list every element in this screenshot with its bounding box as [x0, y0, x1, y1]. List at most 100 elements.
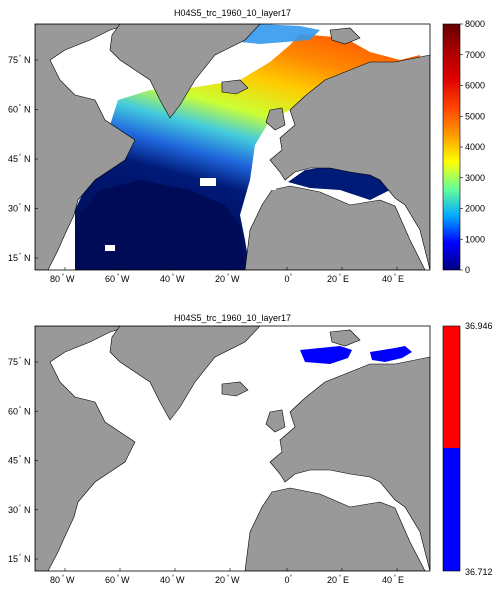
- p1-lon-degree: °: [394, 274, 397, 280]
- p2-lon-degree: °: [227, 575, 230, 581]
- map-panel-1: [35, 24, 430, 270]
- missing-cells-1: [105, 178, 276, 251]
- p1-lat-degree: °: [19, 105, 22, 111]
- africa: [244, 185, 426, 270]
- p1-lat-label: 45: [8, 154, 18, 164]
- africa-2: [244, 487, 426, 571]
- panel1-title: H04S5_trc_1960_10_layer17: [173, 8, 292, 18]
- p2-lon-label: 40: [382, 575, 392, 585]
- colorbar1-tick-label: 6000: [465, 81, 485, 91]
- colorbar1-tick-label: 8000: [465, 19, 485, 29]
- p2-lon-label: 80: [50, 575, 60, 585]
- p1-lon-degree: °: [117, 274, 120, 280]
- p1-lon-suffix: W: [176, 274, 185, 284]
- p2-lon-degree: °: [394, 575, 397, 581]
- p1-lon-label: 40: [160, 274, 170, 284]
- europe-2: [269, 356, 430, 571]
- p1-lon-label: 80: [50, 274, 60, 284]
- p1-lon-degree: °: [62, 274, 65, 280]
- p1-lat-label: 60: [8, 105, 18, 115]
- iceland-2: [221, 381, 249, 397]
- p1-lon-suffix: E: [398, 274, 404, 284]
- land-masses-1: [35, 24, 430, 270]
- p1-lat-suffix: N: [24, 154, 31, 164]
- colorbar2-max-label: 36.946: [465, 321, 493, 331]
- colorbar1-tick-label: 3000: [465, 173, 485, 183]
- p1-lat-degree: °: [19, 253, 22, 259]
- tracer-mediterranean: [288, 166, 390, 200]
- p2-lat-label: 15: [8, 554, 18, 564]
- p1-lat-suffix: N: [24, 105, 31, 115]
- p2-lat-label: 75: [8, 357, 18, 367]
- p2-lat-label: 60: [8, 406, 18, 416]
- axis-labels: 01000200030004000500060007000800036.7123…: [8, 19, 493, 585]
- barents-patch-2: [370, 346, 412, 362]
- p2-lon-label: 20: [327, 575, 337, 585]
- p2-lon-degree: °: [117, 575, 120, 581]
- colorbar1-tick-label: 5000: [465, 111, 485, 121]
- map1-frame: [34, 23, 431, 271]
- colorbar1-tick-label: 4000: [465, 142, 485, 152]
- p2-lon-suffix: W: [176, 575, 185, 585]
- p1-lat-degree: °: [19, 204, 22, 210]
- p2-lat-suffix: N: [24, 456, 31, 466]
- p2-lon-suffix: E: [398, 575, 404, 585]
- p2-lon-suffix: W: [121, 575, 130, 585]
- p1-lat-suffix: N: [24, 204, 31, 214]
- p2-lon-degree: °: [290, 575, 293, 581]
- p1-lon-suffix: W: [231, 274, 240, 284]
- p2-lon-suffix: W: [231, 575, 240, 585]
- colorbar1-tick-label: 0: [465, 265, 470, 275]
- p2-lat-suffix: N: [24, 357, 31, 367]
- p2-lat-label: 45: [8, 456, 18, 466]
- max-value-regions: [300, 346, 412, 364]
- p1-lon-label: 40: [382, 274, 392, 284]
- iceland: [221, 79, 249, 95]
- map-panel-2: [35, 326, 430, 571]
- p2-lat-label: 30: [8, 505, 18, 515]
- p1-lat-suffix: N: [24, 253, 31, 263]
- p1-lat-suffix: N: [24, 55, 31, 65]
- colorbar2-min-label: 36.712: [465, 567, 493, 577]
- svalbard-2: [329, 329, 361, 347]
- colorbar-2: [442, 325, 461, 572]
- p1-lat-label: 30: [8, 204, 18, 214]
- p1-lon-suffix: W: [121, 274, 130, 284]
- colorbar-2-upper: [443, 326, 460, 448]
- p2-lon-label: 0: [284, 575, 289, 585]
- colorbar-2-lower: [443, 448, 460, 571]
- p1-lon-suffix: E: [343, 274, 349, 284]
- p2-lat-degree: °: [19, 456, 22, 462]
- p2-lon-degree: °: [62, 575, 65, 581]
- barents-patch-1: [300, 346, 352, 364]
- britain-2: [265, 409, 286, 433]
- p1-lon-degree: °: [172, 274, 175, 280]
- north-america: [35, 24, 136, 270]
- p2-lat-suffix: N: [24, 406, 31, 416]
- p2-lon-suffix: W: [66, 575, 75, 585]
- p1-lat-degree: °: [19, 55, 22, 61]
- map2-frame: [34, 325, 431, 572]
- greenland-2: [109, 326, 261, 421]
- colorbar1-tick-label: 1000: [465, 234, 485, 244]
- north-america-2: [35, 326, 136, 571]
- p2-lat-degree: °: [19, 505, 22, 511]
- land-masses-2: [35, 326, 430, 571]
- p2-lat-suffix: N: [24, 554, 31, 564]
- p2-lon-label: 60: [105, 575, 115, 585]
- svalbard: [329, 27, 361, 45]
- p2-lon-label: 20: [215, 575, 225, 585]
- p1-lon-label: 0: [284, 274, 289, 284]
- p1-lon-degree: °: [339, 274, 342, 280]
- p1-lon-label: 60: [105, 274, 115, 284]
- p2-lon-label: 40: [160, 575, 170, 585]
- p1-lon-suffix: W: [66, 274, 75, 284]
- p2-lon-suffix: E: [343, 575, 349, 585]
- europe: [269, 54, 430, 270]
- tracer-deep-core: [80, 180, 245, 270]
- p2-lat-degree: °: [19, 554, 22, 560]
- p2-lon-degree: °: [339, 575, 342, 581]
- p1-lat-degree: °: [19, 154, 22, 160]
- greenland: [109, 24, 261, 119]
